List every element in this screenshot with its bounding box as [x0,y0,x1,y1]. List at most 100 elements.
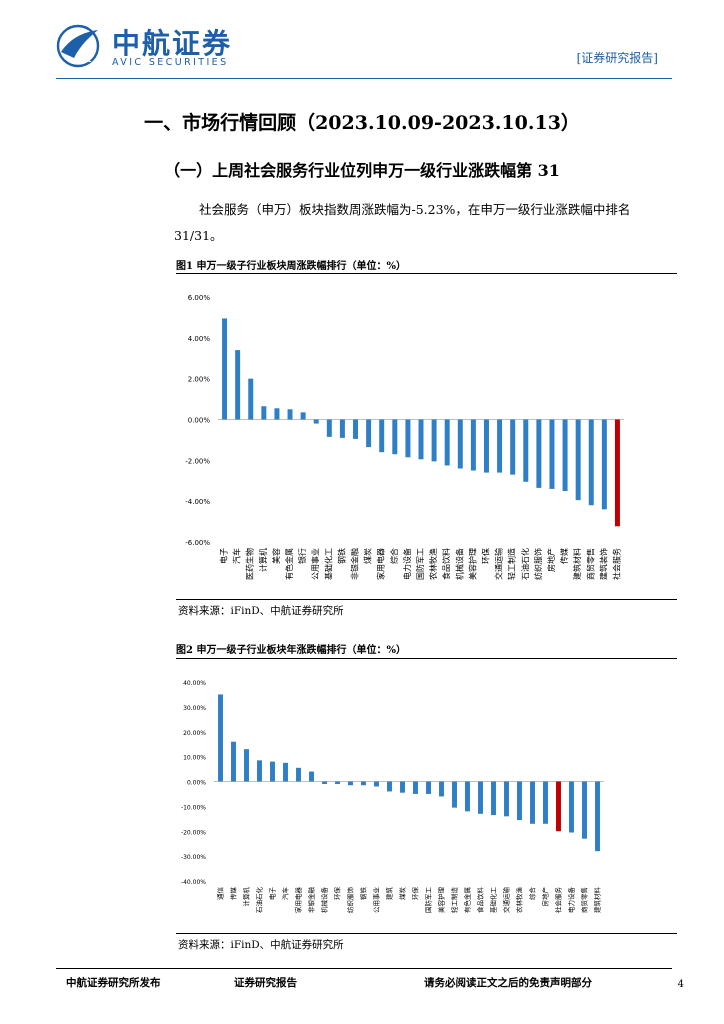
sub-title: （一）上周社会服务行业位列申万一级行业涨跌幅第 31 [164,161,560,180]
bar [601,419,607,510]
bar [366,419,372,448]
bar-highlight [614,419,620,527]
bar [261,406,267,420]
bar [235,350,241,420]
x-category-label: 机械设备 [454,548,464,580]
y-tick-label: 0.00% [187,780,206,787]
body-paragraph-line2: 31/31。 [174,228,223,243]
x-category-label: 房地产 [541,887,550,907]
footer-report-type: 证券研究报告 [234,977,297,989]
x-category-label: 国防军工 [415,548,425,580]
figure2-source: 资料来源：iFinD、中航证券研究所 [178,939,344,951]
y-tick-label: -40.00% [181,879,206,886]
bar [218,694,223,782]
y-tick-label: 2.00% [188,376,211,384]
figure2-top-rule [176,658,677,659]
bar [296,767,301,782]
footer-disclaimer: 请务必阅读正文之后的免责声明部分 [424,977,592,989]
company-logo: AVIC 中航证券 AVIC SECURITIES [56,22,266,72]
y-tick-label: -6.00% [185,539,210,547]
bar [523,419,529,482]
bar [582,781,587,839]
avic-emblem-icon: AVIC [56,24,100,68]
x-category-label: 非银金融 [307,887,316,914]
x-category-label: 纺织服饰 [533,548,543,580]
bar [470,419,476,471]
bar [444,419,450,466]
x-category-label: 轻工制造 [507,548,517,580]
bar [283,762,288,782]
x-category-label: 有色金属 [284,548,294,580]
x-category-label: 交通运输 [502,887,511,914]
x-category-label: 国防军工 [424,887,433,914]
yearly-change-bar-chart: 40.00% 30.00% 20.00% 10.00% 0.00% -10.00% -20.… [181,680,604,914]
x-category-label: 电力设备 [402,548,412,580]
section-title: 一、市场行情回顾（2023.10.09-2023.10.13） [144,112,580,134]
x-category-label: 建筑材料 [593,887,602,914]
y-tick-label: 20.00% [183,730,206,737]
x-category-label: 汽车 [232,548,242,564]
x-category-label: 家用电器 [376,548,386,580]
bar [326,419,332,437]
bar [244,749,249,782]
bar [392,419,398,455]
x-category-label: 美容护理 [467,548,477,580]
bar [457,419,463,469]
bar [361,781,366,786]
figure1-title: 图1 申万一级子行业板块周涨跌幅排行（单位：%） [176,261,406,272]
x-category-label: 基础化工 [323,548,333,580]
bar [439,781,444,797]
bar [222,318,228,420]
bar [549,419,555,489]
x-category-label: 电子 [219,548,229,564]
y-tick-label: 4.00% [188,335,211,343]
bar [348,781,353,786]
figure2-title: 图2 申万一级子行业板块年涨跌幅排行（单位：%） [176,645,406,656]
page-number: 4 [677,979,684,990]
x-category-label: 建筑装饰 [598,548,608,580]
x-category-label: 食品饮料 [441,548,451,580]
bar [517,781,522,821]
x-category-label: 有色金属 [463,887,472,913]
bar [274,408,280,420]
bar [510,419,516,475]
bar [569,781,574,833]
bar [595,781,600,852]
figure2-bottom-rule [176,933,677,934]
bar [418,419,424,460]
x-category-label: 环保 [480,548,490,564]
bar [426,781,431,794]
x-category-label: 传媒 [229,887,238,901]
bar [478,781,483,814]
x-category-label: 非银金融 [350,548,360,580]
x-category-label: 轻工制造 [450,887,459,914]
x-category-label: 通信 [216,887,225,901]
x-category-label: 煤炭 [363,548,373,564]
logo-chinese: 中航证券 [112,27,233,60]
bar [465,781,470,812]
bar [588,419,594,506]
x-category-label: 环保 [333,887,342,901]
y-tick-label: 10.00% [183,755,206,762]
x-category-label: 环保 [411,887,420,901]
bar [413,781,418,794]
bar [374,781,379,787]
x-category-label: 煤炭 [398,887,407,901]
bar [339,419,345,438]
footer-divider [56,968,672,969]
x-category-label: 电力设备 [567,887,576,914]
y-tick-label: -10.00% [181,804,206,811]
x-category-label: 食品饮料 [476,887,485,914]
bar [504,781,509,817]
bar [387,781,392,792]
y-tick-label: -20.00% [181,829,206,836]
x-category-label: 计算机 [242,887,251,907]
bar [536,419,542,488]
x-category-label: 钢铁 [336,548,346,564]
bar [353,419,359,439]
bar [270,761,275,782]
x-category-label: 汽车 [281,887,290,901]
x-category-label: 农林牧渔 [428,548,438,580]
bar [313,419,319,424]
x-category-label: 医药生物 [245,548,255,580]
